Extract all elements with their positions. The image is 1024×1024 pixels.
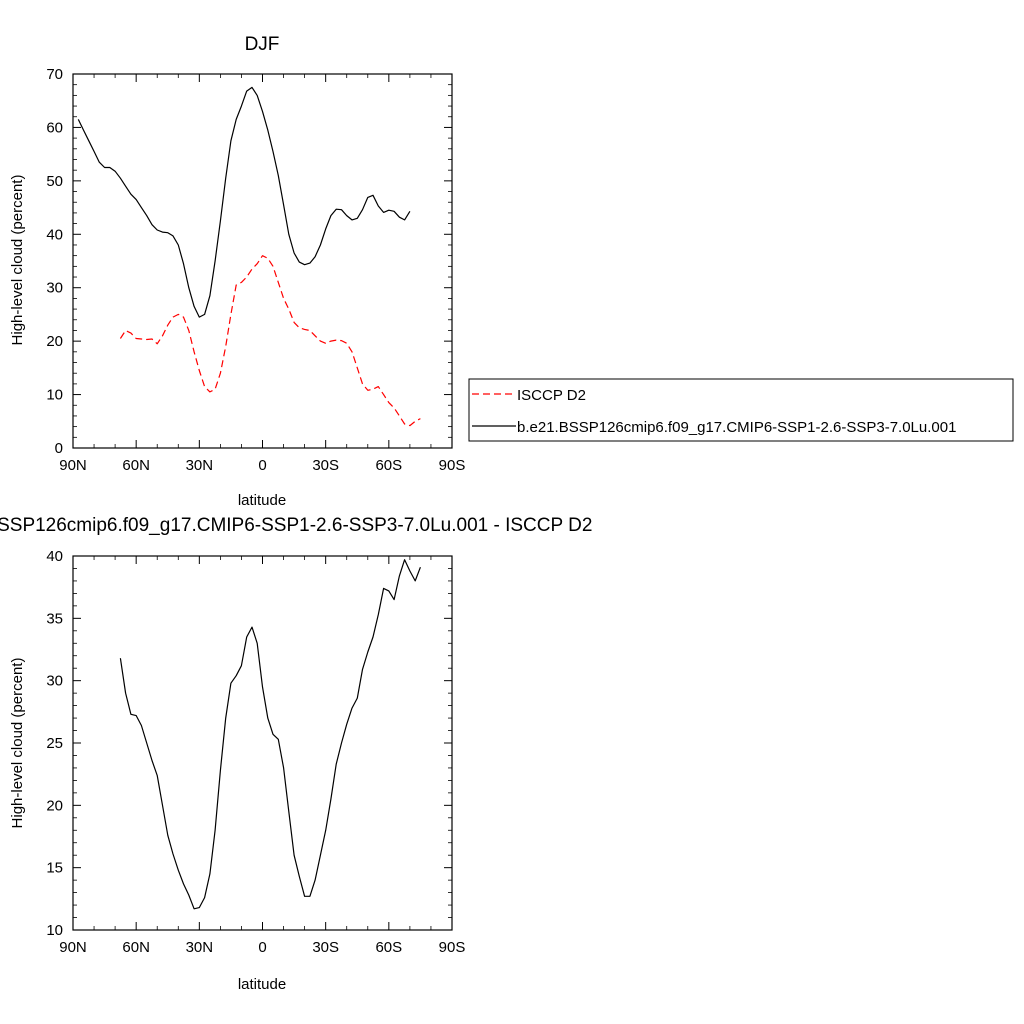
bottom-series-line-0 [119,559,421,910]
top-y-tick-label: 60 [46,119,63,136]
legend-label-isccp: ISCCP D2 [517,387,586,404]
legend-label-model: b.e21.BSSP126cmip6.f09_g17.CMIP6-SSP1-2.… [517,419,956,436]
bottom-x-tick-label: 30N [186,939,214,956]
top-y-tick-label: 0 [55,440,63,457]
top-x-tick-label: 30S [312,457,339,474]
top-chart-ylabel: High-level cloud (percent) [9,175,26,346]
top-x-tick-label: 90N [59,457,87,474]
top-chart-xlabel: latitude [238,492,286,509]
top-plot-frame [72,73,453,449]
top-y-tick-label: 20 [46,333,63,350]
bottom-x-tick-label: 30S [312,939,339,956]
top-series-line-1 [77,86,411,318]
bottom-y-tick-label: 25 [46,735,63,752]
top-y-tick-label: 50 [46,173,63,190]
top-axis-ticks: 90N 60N 30N 0 30S 60S 90S 0 10 20 30 40 50 60 70 [46,66,465,474]
top-series-layer [77,86,421,427]
bottom-x-tick-label: 60N [122,939,150,956]
bottom-y-tick-label: 40 [46,548,63,565]
bottom-x-tick-label: 90N [59,939,87,956]
bottom-chart-xlabel: latitude [238,976,286,993]
bottom-y-tick-label: 10 [46,922,63,939]
bottom-y-tick-label: 15 [46,860,63,877]
top-y-tick-label: 30 [46,280,63,297]
bottom-x-tick-label: 60S [375,939,402,956]
top-x-tick-label: 60N [122,457,150,474]
bottom-series-layer [119,559,421,910]
bottom-plot-frame [72,555,453,931]
top-x-tick-label: 0 [258,457,266,474]
top-series-line-0 [119,255,421,427]
bottom-x-tick-label: 90S [439,939,466,956]
top-x-tick-label: 30N [186,457,214,474]
top-chart-title: DJF [245,34,280,55]
bottom-chart-title: b.e21.BSSP126cmip6.f09_g17.CMIP6-SSP1-2.… [0,515,592,536]
top-x-tick-label: 60S [375,457,402,474]
top-y-tick-label: 70 [46,66,63,83]
bottom-y-tick-label: 20 [46,797,63,814]
bottom-x-tick-label: 0 [258,939,266,956]
top-y-tick-label: 40 [46,226,63,243]
top-y-tick-label: 10 [46,387,63,404]
bottom-y-tick-label: 35 [46,610,63,627]
bottom-chart-ylabel: High-level cloud (percent) [9,658,26,829]
legend: ISCCP D2 b.e21.BSSP126cmip6.f09_g17.CMIP… [468,378,1014,442]
top-panel: DJF latitude High-level cloud (percent) … [9,34,465,509]
bottom-axis-ticks: 90N 60N 30N 0 30S 60S 90S 10 15 20 25 30 35 40 [46,548,465,956]
legend-box [468,378,1014,442]
bottom-panel: b.e21.BSSP126cmip6.f09_g17.CMIP6-SSP1-2.… [0,515,592,993]
bottom-y-tick-label: 30 [46,673,63,690]
top-x-tick-label: 90S [439,457,466,474]
